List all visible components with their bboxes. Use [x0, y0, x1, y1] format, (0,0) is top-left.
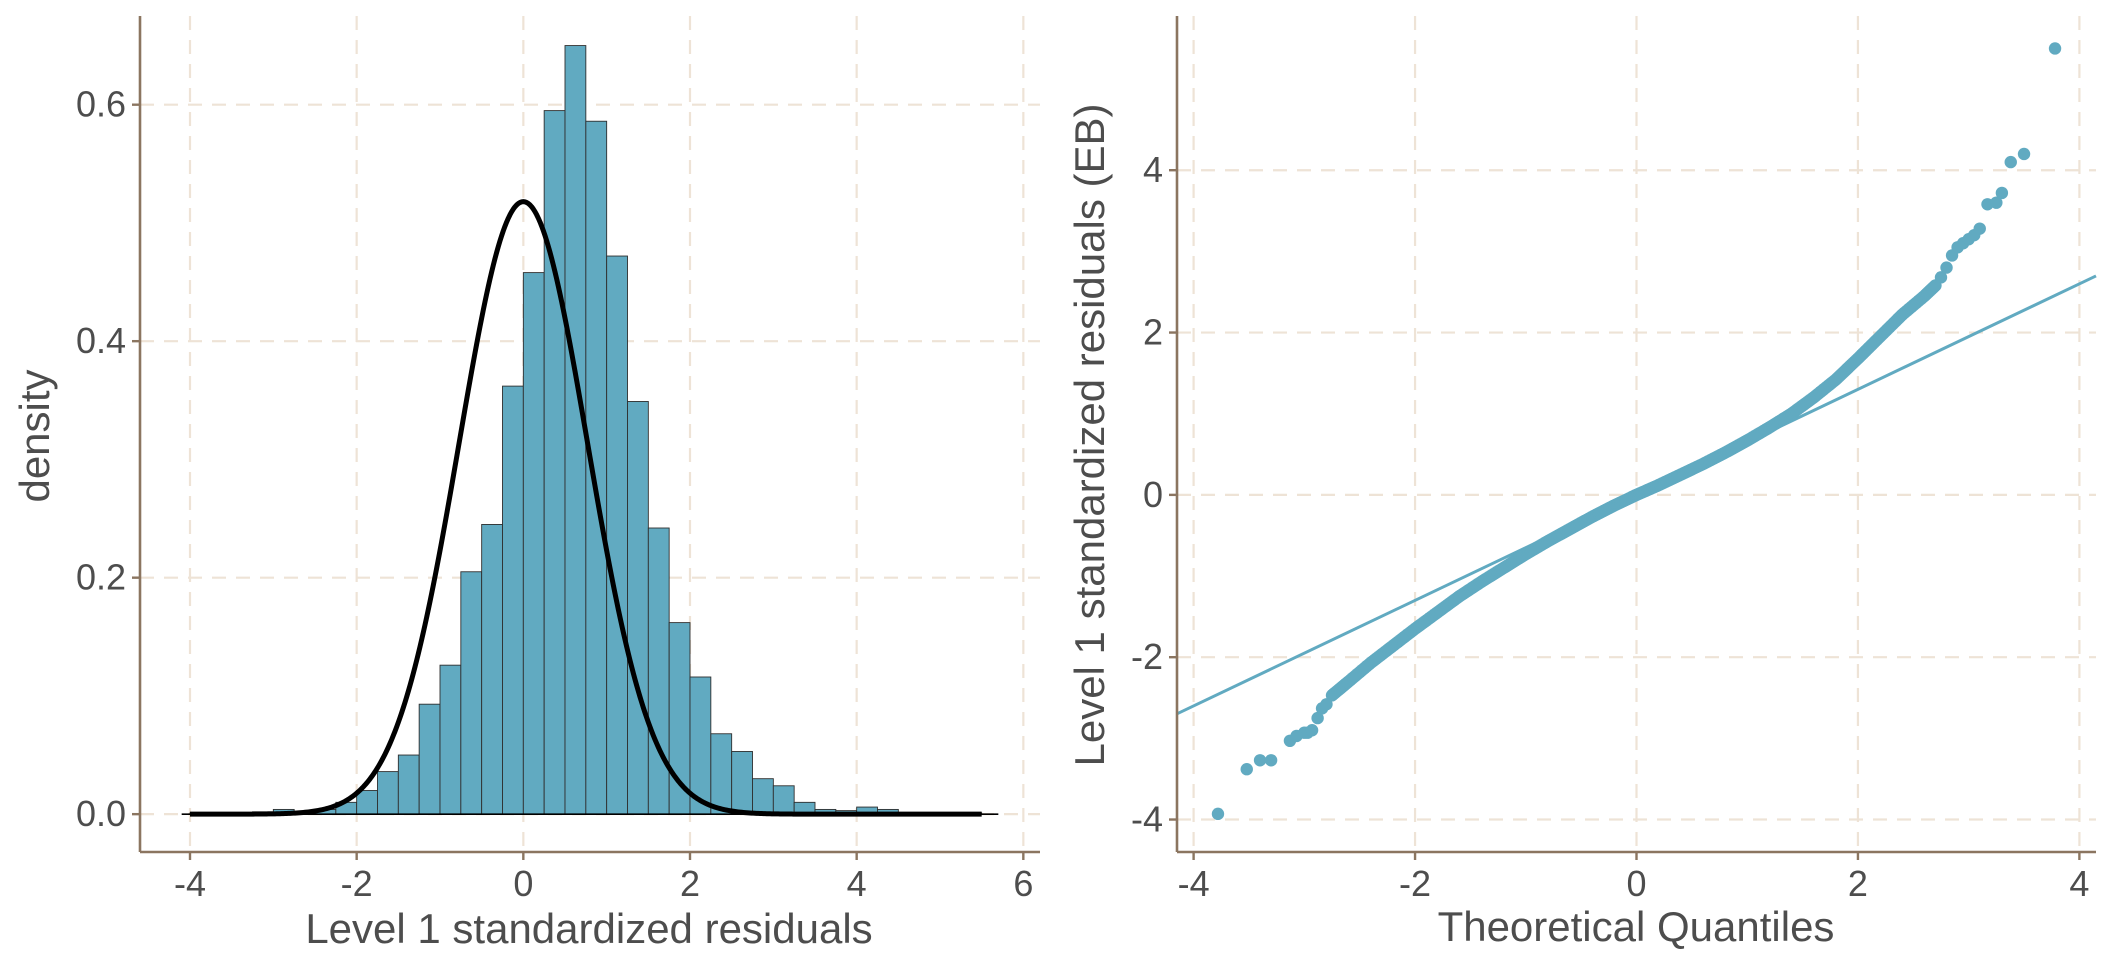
qq-y-tick-label: -4	[1131, 799, 1163, 840]
histogram-bar	[356, 790, 378, 815]
qq-point	[1211, 807, 1225, 821]
histogram-x-tick-label: -2	[341, 863, 373, 904]
qq-y-tick-label: -2	[1131, 636, 1163, 677]
qq-x-tick-label: -2	[1399, 863, 1431, 904]
qq-point	[1934, 271, 1948, 284]
qq-point	[1940, 261, 1953, 274]
histogram-y-tick-label: 0.0	[76, 793, 126, 834]
qq-x-ticks: -4 -2 0 2 4	[1178, 852, 2089, 904]
qq-y-tick-label: 0	[1143, 474, 1163, 515]
qq-panel: -4 -2 0 2 4 -4 -2 0 2 4 Theoretical Quantiles Le…	[1066, 16, 2097, 950]
histogram-y-tick-label: 0.6	[76, 84, 126, 125]
qq-point	[1995, 186, 2009, 200]
histogram-bar	[502, 385, 524, 815]
histogram-x-tick-label: 2	[680, 863, 700, 904]
histogram-y-ticks: 0.0 0.2 0.4 0.6	[76, 84, 140, 834]
histogram-y-tick-label: 0.2	[76, 557, 126, 598]
qq-point	[1990, 196, 2003, 209]
histogram-bar	[564, 45, 587, 815]
histogram-y-tick-label: 0.4	[76, 320, 126, 361]
histogram-x-tick-label: 0	[513, 863, 533, 904]
qq-point	[1253, 754, 1267, 767]
qq-y-tick-label: 2	[1143, 312, 1163, 353]
histogram-x-axis-title: Level 1 standardized residuals	[305, 905, 872, 952]
histogram-bar	[606, 255, 628, 815]
histogram-panel: -4 -2 0 2 4 6 0.0 0.2 0.4 0.6 Level 1 standardiz…	[11, 16, 1040, 952]
qq-y-tick-label: 4	[1143, 149, 1163, 190]
histogram-bar	[710, 733, 733, 815]
qq-point	[2017, 147, 2031, 161]
qq-y-ticks: -4 -2 0 2 4	[1131, 149, 1177, 840]
histogram-bars	[189, 45, 983, 815]
histogram-bar	[377, 771, 399, 815]
histogram-bar	[418, 703, 441, 815]
histogram-bar	[585, 120, 608, 815]
histogram-x-tick-label: 4	[847, 863, 867, 904]
qq-x-tick-label: 4	[2069, 863, 2089, 904]
histogram-x-ticks: -4 -2 0 2 4 6	[174, 852, 1033, 904]
histogram-bar	[543, 110, 566, 815]
qq-point	[1320, 698, 1333, 711]
qq-point	[2048, 42, 2062, 55]
histogram-bar	[522, 272, 545, 815]
histogram-y-axis-title: density	[11, 369, 58, 502]
histogram-bar	[397, 754, 420, 815]
qq-point	[1240, 763, 1253, 776]
histogram-x-tick-label: -4	[174, 863, 206, 904]
histogram-bar	[481, 524, 503, 815]
qq-point	[1264, 754, 1278, 767]
histogram-bar	[772, 785, 795, 815]
histogram-bar	[627, 401, 649, 815]
qq-point	[1311, 711, 1324, 725]
histogram-bar	[647, 527, 670, 815]
qq-x-tick-label: 0	[1626, 863, 1646, 904]
normal-density-curve	[189, 199, 983, 817]
qq-x-axis-title: Theoretical Quantiles	[1438, 903, 1835, 950]
qq-point	[1305, 724, 1319, 737]
histogram-x-tick-label: 6	[1013, 863, 1033, 904]
qq-x-tick-label: 2	[1848, 863, 1868, 904]
histogram-bar	[439, 664, 462, 815]
qq-points	[1211, 42, 2062, 821]
qq-point	[2004, 155, 2017, 169]
qq-y-axis-title: Level 1 standardized residuals (EB)	[1066, 103, 1113, 766]
qq-x-tick-label: -4	[1178, 863, 1210, 904]
qq-point	[1973, 222, 1986, 235]
histogram-bar	[752, 778, 774, 815]
histogram-bar	[731, 751, 753, 815]
histogram-bar	[460, 571, 483, 815]
